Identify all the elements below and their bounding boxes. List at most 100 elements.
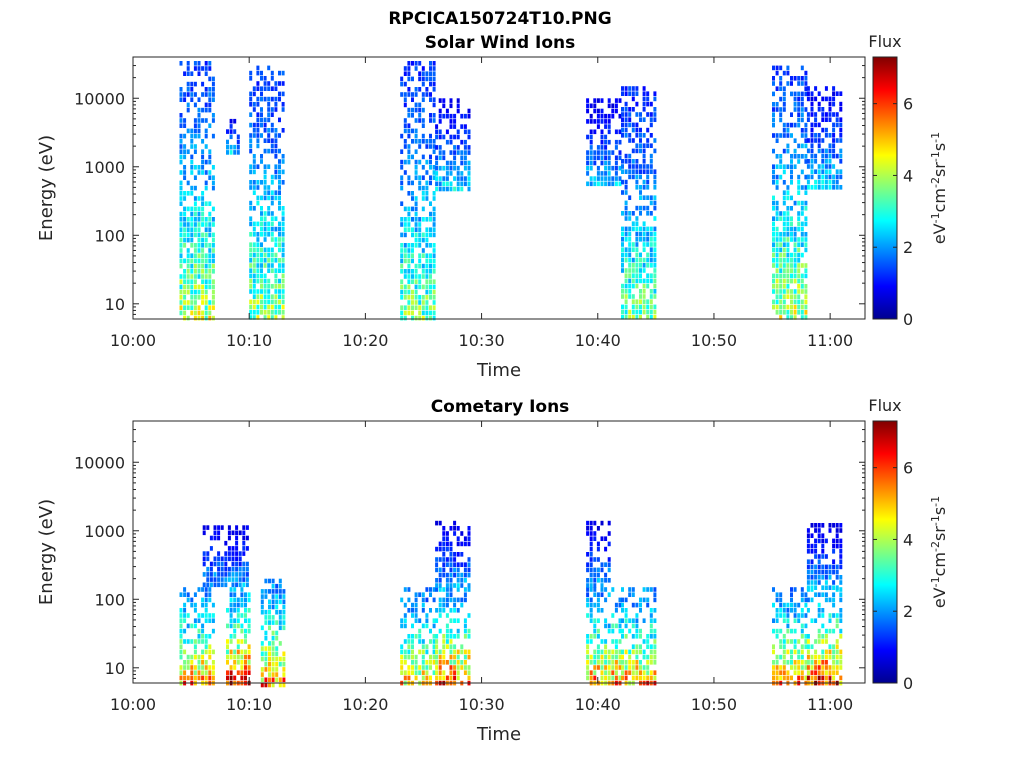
heatmap-cell (800, 133, 804, 138)
heatmap-cell (586, 665, 590, 670)
heatmap-cell (824, 164, 828, 169)
heatmap-cell (438, 665, 442, 670)
heatmap-cell (596, 113, 600, 119)
heatmap-cell (403, 206, 407, 212)
heatmap-cell (653, 294, 657, 299)
heatmap-cell (263, 263, 267, 268)
heatmap-cell (631, 283, 635, 289)
heatmap-cell (824, 564, 828, 570)
heatmap-cell (596, 546, 600, 552)
heatmap-cell (824, 592, 828, 597)
heatmap-cell (193, 274, 197, 279)
heatmap-cell (804, 644, 808, 649)
x-tick-label: 10:30 (459, 695, 505, 714)
heatmap-cell (611, 108, 615, 114)
heatmap-cell (231, 561, 235, 567)
heatmap-cell (429, 66, 432, 71)
heatmap-cell (201, 149, 205, 154)
heatmap-cell (649, 660, 653, 665)
heatmap-cell (649, 169, 653, 174)
heatmap-cell (604, 562, 608, 567)
heatmap-cell (828, 101, 832, 107)
heatmap-cell (460, 644, 464, 649)
heatmap-cell (604, 587, 608, 592)
heatmap-cell (407, 675, 411, 681)
heatmap-cell (193, 123, 197, 128)
heatmap-cell (628, 587, 632, 592)
heatmap-cell (260, 672, 264, 677)
heatmap-cell (267, 81, 271, 86)
heatmap-cell (445, 613, 449, 618)
heatmap-cell (260, 107, 263, 112)
heatmap-cell (806, 86, 810, 91)
heatmap-cell (449, 526, 453, 531)
heatmap-cell (425, 284, 429, 290)
heatmap-cell (190, 665, 194, 670)
heatmap-cell (274, 138, 278, 143)
heatmap-cell (649, 304, 653, 310)
heatmap-cell (607, 155, 611, 161)
heatmap-cell (193, 253, 197, 258)
heatmap-cell (438, 670, 442, 675)
heatmap-cell (256, 133, 260, 138)
heatmap-cell (631, 174, 635, 180)
heatmap-cell (449, 649, 453, 655)
heatmap-cell (414, 634, 418, 639)
heatmap-cell (193, 665, 197, 670)
heatmap-cell (244, 608, 247, 613)
heatmap-cell (220, 572, 224, 577)
heatmap-cell (400, 201, 404, 206)
heatmap-cell (264, 677, 268, 683)
heatmap-cell (810, 564, 814, 570)
heatmap-cell (786, 70, 790, 76)
heatmap-cell (208, 258, 212, 264)
heatmap-cell (596, 541, 600, 547)
heatmap-cell (775, 216, 779, 221)
heatmap-cell (197, 66, 201, 71)
heatmap-cell (249, 216, 253, 221)
heatmap-cell (600, 129, 604, 135)
heatmap-cell (824, 86, 828, 91)
heatmap-cell (772, 670, 775, 675)
heatmap-cell (442, 186, 446, 192)
heatmap-cell (179, 191, 183, 196)
heatmap-cell (653, 283, 657, 289)
heatmap-cell (438, 186, 442, 192)
heatmap-cell (453, 665, 457, 670)
heatmap-cell (653, 654, 657, 660)
heatmap-cell (824, 148, 828, 154)
heatmap-cell (252, 133, 256, 138)
heatmap-cell (249, 284, 253, 289)
heatmap-cell (263, 232, 267, 237)
heatmap-cell (271, 589, 275, 594)
heatmap-cell (183, 165, 187, 170)
heatmap-cell (607, 113, 611, 119)
heatmap-cell (639, 660, 642, 665)
heatmap-cell (435, 171, 439, 176)
heatmap-cell (635, 628, 639, 634)
heatmap-cell (442, 567, 446, 573)
heatmap-cell (260, 247, 263, 253)
heatmap-cell (403, 305, 407, 310)
heatmap-cell (217, 556, 221, 562)
heatmap-cell (642, 91, 646, 96)
heatmap-cell (418, 279, 422, 284)
heatmap-cell (810, 96, 814, 102)
heatmap-cell (614, 670, 618, 675)
heatmap-cell (208, 217, 212, 222)
heatmap-cell (217, 535, 221, 541)
heatmap-cell (646, 654, 650, 660)
heatmap-cell (467, 186, 471, 192)
heatmap-cell (245, 582, 249, 588)
heatmap-cell (653, 231, 657, 237)
heatmap-cell (403, 159, 407, 165)
heatmap-cell (260, 258, 263, 263)
heatmap-cell (653, 660, 657, 665)
heatmap-cell (790, 602, 793, 608)
heatmap-cell (639, 273, 642, 278)
heatmap-cell (211, 618, 215, 623)
heatmap-cell (414, 613, 418, 618)
heatmap-cell (445, 602, 449, 608)
heatmap-cell (642, 294, 646, 299)
heatmap-cell (211, 222, 215, 227)
